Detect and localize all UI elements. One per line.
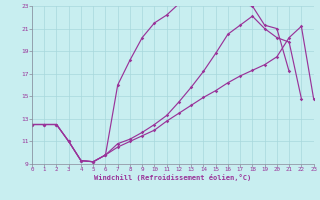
X-axis label: Windchill (Refroidissement éolien,°C): Windchill (Refroidissement éolien,°C): [94, 174, 252, 181]
